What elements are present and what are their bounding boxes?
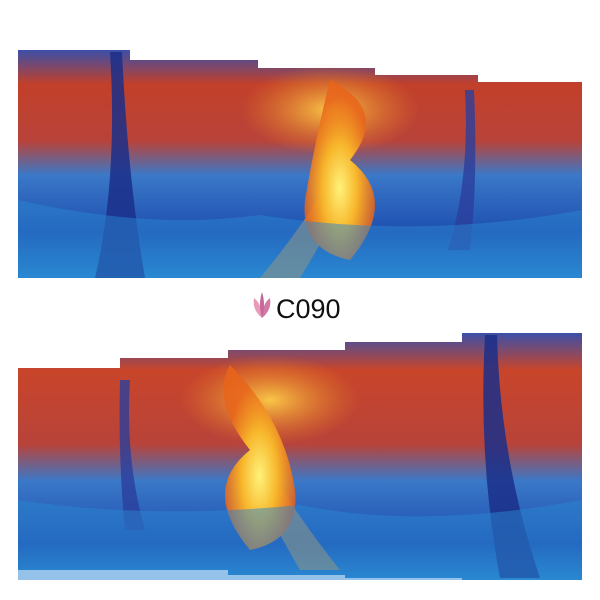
product-code: C090 bbox=[276, 294, 341, 324]
bottom-strip bbox=[18, 333, 582, 580]
brand-label: C090 bbox=[253, 292, 341, 324]
top-strip bbox=[18, 50, 582, 278]
lotus-logo bbox=[253, 292, 271, 318]
